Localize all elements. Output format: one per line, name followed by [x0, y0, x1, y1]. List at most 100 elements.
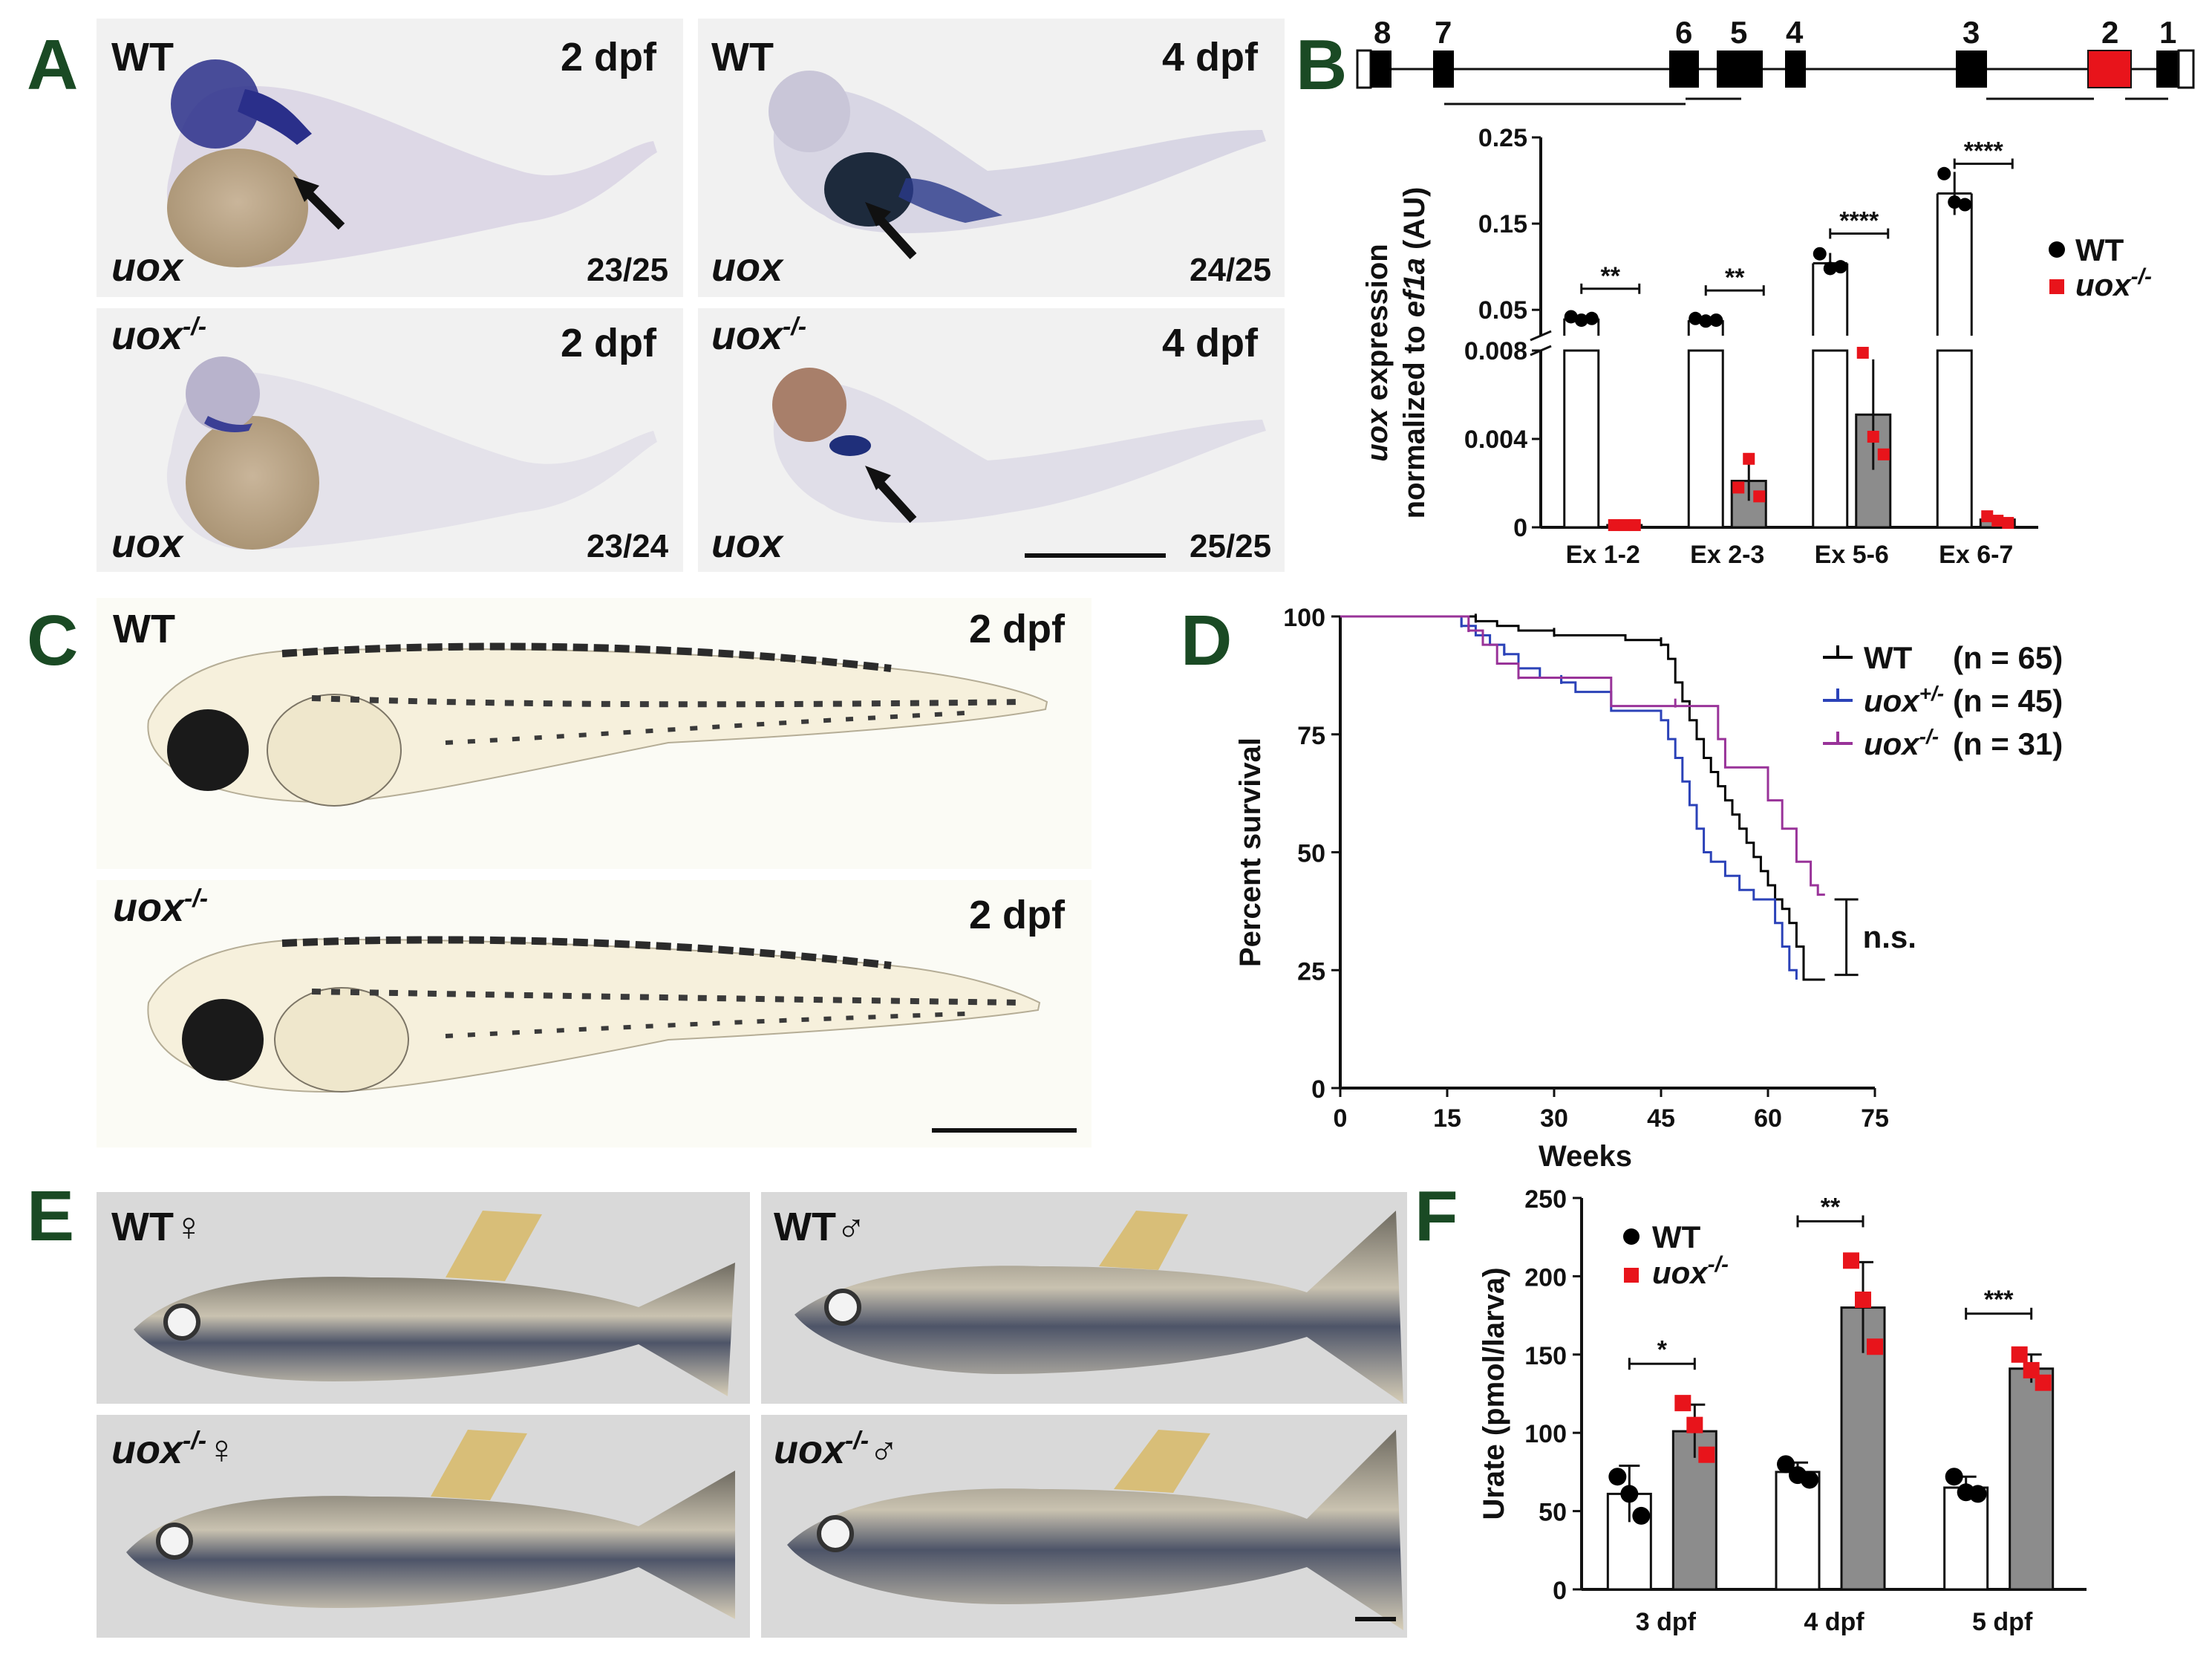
panel-b-letter: B — [1296, 25, 1347, 105]
data-point-wt — [1699, 314, 1713, 328]
exon-3 — [1956, 51, 1987, 88]
panel-f-legend: WT uox-/- — [1623, 1220, 1729, 1290]
legend-marker-wt — [2049, 241, 2065, 258]
panel-a-tile-uox-2dpf: uox-/- 2 dpf uox 23/24 — [97, 308, 683, 572]
utr-3prime — [1356, 49, 1372, 89]
embryo-image — [772, 368, 1266, 524]
bar-wt-lower — [1687, 349, 1724, 529]
significance-label: ** — [1725, 264, 1745, 292]
probe-label: uox — [711, 521, 784, 566]
exon-8 — [1371, 51, 1392, 88]
bar-wt-lower — [1563, 349, 1600, 529]
legend-label: uox-/- — [1864, 725, 1939, 762]
gene-model: 8 7 6 5 4 3 2 1 — [1356, 15, 2195, 105]
stage-label: 2 dpf — [969, 893, 1066, 937]
data-point-uox — [1991, 515, 2004, 527]
y-tick-label: 50 — [1539, 1499, 1567, 1527]
fish-label: uox-/-♀ — [111, 1427, 237, 1472]
data-point-uox — [1618, 519, 1631, 532]
panel-e: E WT♀ WT♂ uox-/-♀ uox-/-♂ — [27, 1176, 1407, 1638]
embryo-image — [166, 356, 657, 550]
fish-label: uox-/-♂ — [774, 1427, 899, 1472]
fish-image — [795, 1211, 1403, 1404]
legend-marker-uox — [2049, 279, 2064, 294]
x-tick-label: Ex 6-7 — [1939, 541, 2013, 569]
y-axis-label: Percent survival — [1234, 738, 1267, 967]
panel-c-letter: C — [27, 601, 78, 680]
x-tick-label: 75 — [1861, 1104, 1889, 1133]
x-tick-label: Ex 2-3 — [1690, 541, 1764, 569]
legend-label-wt: WT — [1652, 1220, 1701, 1254]
embryo-image — [166, 59, 657, 267]
count-label: 23/24 — [587, 528, 669, 564]
count-label: 25/25 — [1190, 528, 1271, 564]
fish-label: WT♂ — [774, 1205, 866, 1249]
exon-5 — [1717, 51, 1763, 88]
data-point-wt — [1948, 195, 1962, 209]
panel-a-tile-uox-4dpf: uox-/- 4 dpf uox 25/25 — [698, 308, 1285, 572]
y-tick-label: 0 — [1513, 514, 1527, 542]
y-tick-label: 200 — [1524, 1263, 1567, 1292]
y-axis-label-line2: normalized to ef1a (AU) — [1398, 187, 1431, 519]
exon-7 — [1433, 51, 1454, 88]
x-tick-label: 4 dpf — [1804, 1608, 1864, 1636]
significance-label: **** — [1839, 206, 1879, 235]
y-tick-label: 0 — [1311, 1075, 1325, 1104]
genotype-label: uox-/- — [711, 313, 806, 358]
data-point-uox — [1686, 1416, 1703, 1433]
y-tick-label: 0 — [1553, 1577, 1567, 1605]
data-point-wt — [1574, 313, 1588, 328]
x-tick-label: Ex 1-2 — [1566, 541, 1640, 569]
data-point-uox — [1981, 510, 1994, 523]
legend-label: WT — [1864, 640, 1913, 675]
data-point-uox — [1743, 452, 1755, 465]
exon-label: 4 — [1786, 15, 1804, 50]
data-point-uox — [1732, 481, 1745, 494]
x-tick-label: 0 — [1334, 1104, 1348, 1133]
y-tick-label: 50 — [1297, 840, 1325, 868]
fish-tile-uox-male: uox-/-♂ — [761, 1415, 1407, 1638]
bar-wt — [1943, 1486, 1989, 1591]
data-point-wt — [1945, 1468, 1963, 1486]
panel-a-tile-wt-4dpf: WT 4 dpf uox 24/25 — [698, 19, 1285, 297]
exon-4 — [1785, 51, 1806, 88]
bar-wt — [1775, 1471, 1821, 1591]
exon-label: 8 — [1374, 15, 1391, 50]
fish-tile-wt-male: WT♂ — [761, 1192, 1407, 1404]
data-point-uox — [1855, 1292, 1871, 1309]
fish-image — [126, 1471, 735, 1619]
data-point-uox — [1753, 490, 1766, 503]
exon-2 — [2087, 50, 2132, 88]
panel-d-letter: D — [1181, 601, 1232, 680]
embryo-image — [769, 71, 1266, 260]
exon-1 — [2156, 51, 2179, 88]
y-tick-label: 25 — [1297, 957, 1325, 986]
data-point-uox — [1856, 346, 1869, 359]
exon-label: 5 — [1730, 15, 1747, 50]
panel-f-letter: F — [1415, 1176, 1458, 1256]
y-tick-label: 0.008 — [1464, 337, 1527, 365]
exon-label: 2 — [2101, 15, 2118, 50]
significance-label: *** — [1984, 1286, 2014, 1314]
probe-label: uox — [711, 245, 784, 290]
data-point-uox — [1674, 1395, 1691, 1412]
fish-image — [134, 1263, 735, 1396]
data-point-uox — [2011, 1346, 2028, 1363]
y-tick-label: 0.15 — [1478, 210, 1527, 238]
legend-label-wt: WT — [2075, 232, 2124, 267]
data-point-uox — [1843, 1252, 1859, 1269]
y-tick-label: 0.004 — [1464, 426, 1527, 454]
legend-n: (n = 31) — [1953, 726, 2063, 761]
data-point-wt — [1833, 260, 1847, 274]
significance-label: ** — [1601, 262, 1621, 290]
data-point-wt — [1709, 313, 1723, 328]
panel-c: C WT 2 dpf uox-/- 2 dpf — [27, 598, 1092, 1147]
survival-curve-WT — [1340, 615, 1825, 981]
y-tick-label: 0.05 — [1478, 296, 1527, 325]
data-point-wt — [1958, 198, 1972, 212]
fish-tile-wt-female: WT♀ — [97, 1192, 750, 1404]
data-point-wt — [1968, 1485, 1987, 1503]
bar-uox — [2009, 1367, 2055, 1591]
x-tick-label: 45 — [1647, 1104, 1675, 1133]
